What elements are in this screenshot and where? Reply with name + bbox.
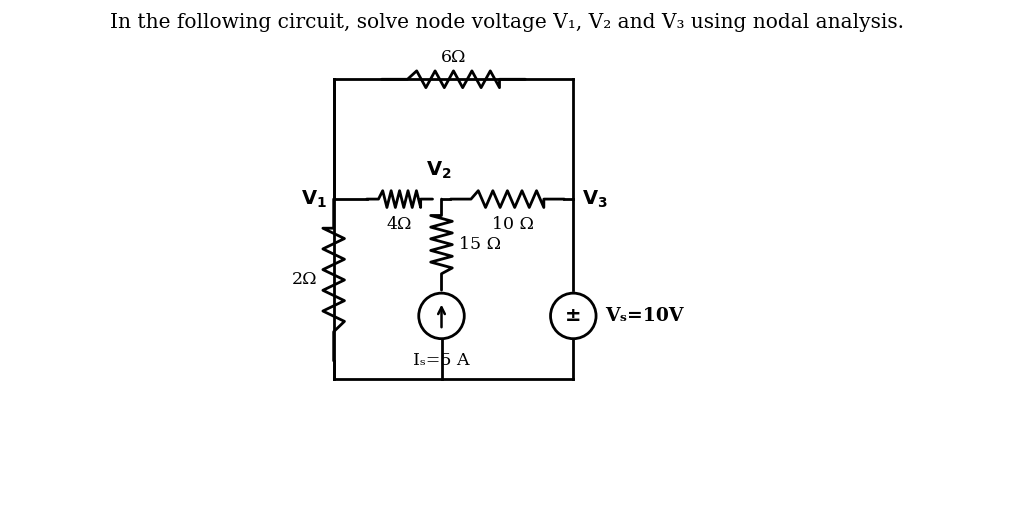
Circle shape <box>419 293 464 338</box>
Text: 6Ω: 6Ω <box>441 49 466 66</box>
Text: 10 Ω: 10 Ω <box>493 216 534 233</box>
Text: ±: ± <box>565 306 582 326</box>
Circle shape <box>551 293 596 338</box>
Text: 15 Ω: 15 Ω <box>459 236 502 253</box>
Text: $\mathbf{V_2}$: $\mathbf{V_2}$ <box>426 160 451 181</box>
Text: Iₛ=5 A: Iₛ=5 A <box>414 352 469 369</box>
Text: Vₛ=10V: Vₛ=10V <box>605 307 683 325</box>
Text: 2Ω: 2Ω <box>291 271 317 288</box>
Text: In the following circuit, solve node voltage V₁, V₂ and V₃ using nodal analysis.: In the following circuit, solve node vol… <box>111 13 904 32</box>
Text: 4Ω: 4Ω <box>387 216 413 233</box>
Text: $\mathbf{V_3}$: $\mathbf{V_3}$ <box>582 188 608 210</box>
Text: $\mathbf{V_1}$: $\mathbf{V_1}$ <box>300 188 327 210</box>
